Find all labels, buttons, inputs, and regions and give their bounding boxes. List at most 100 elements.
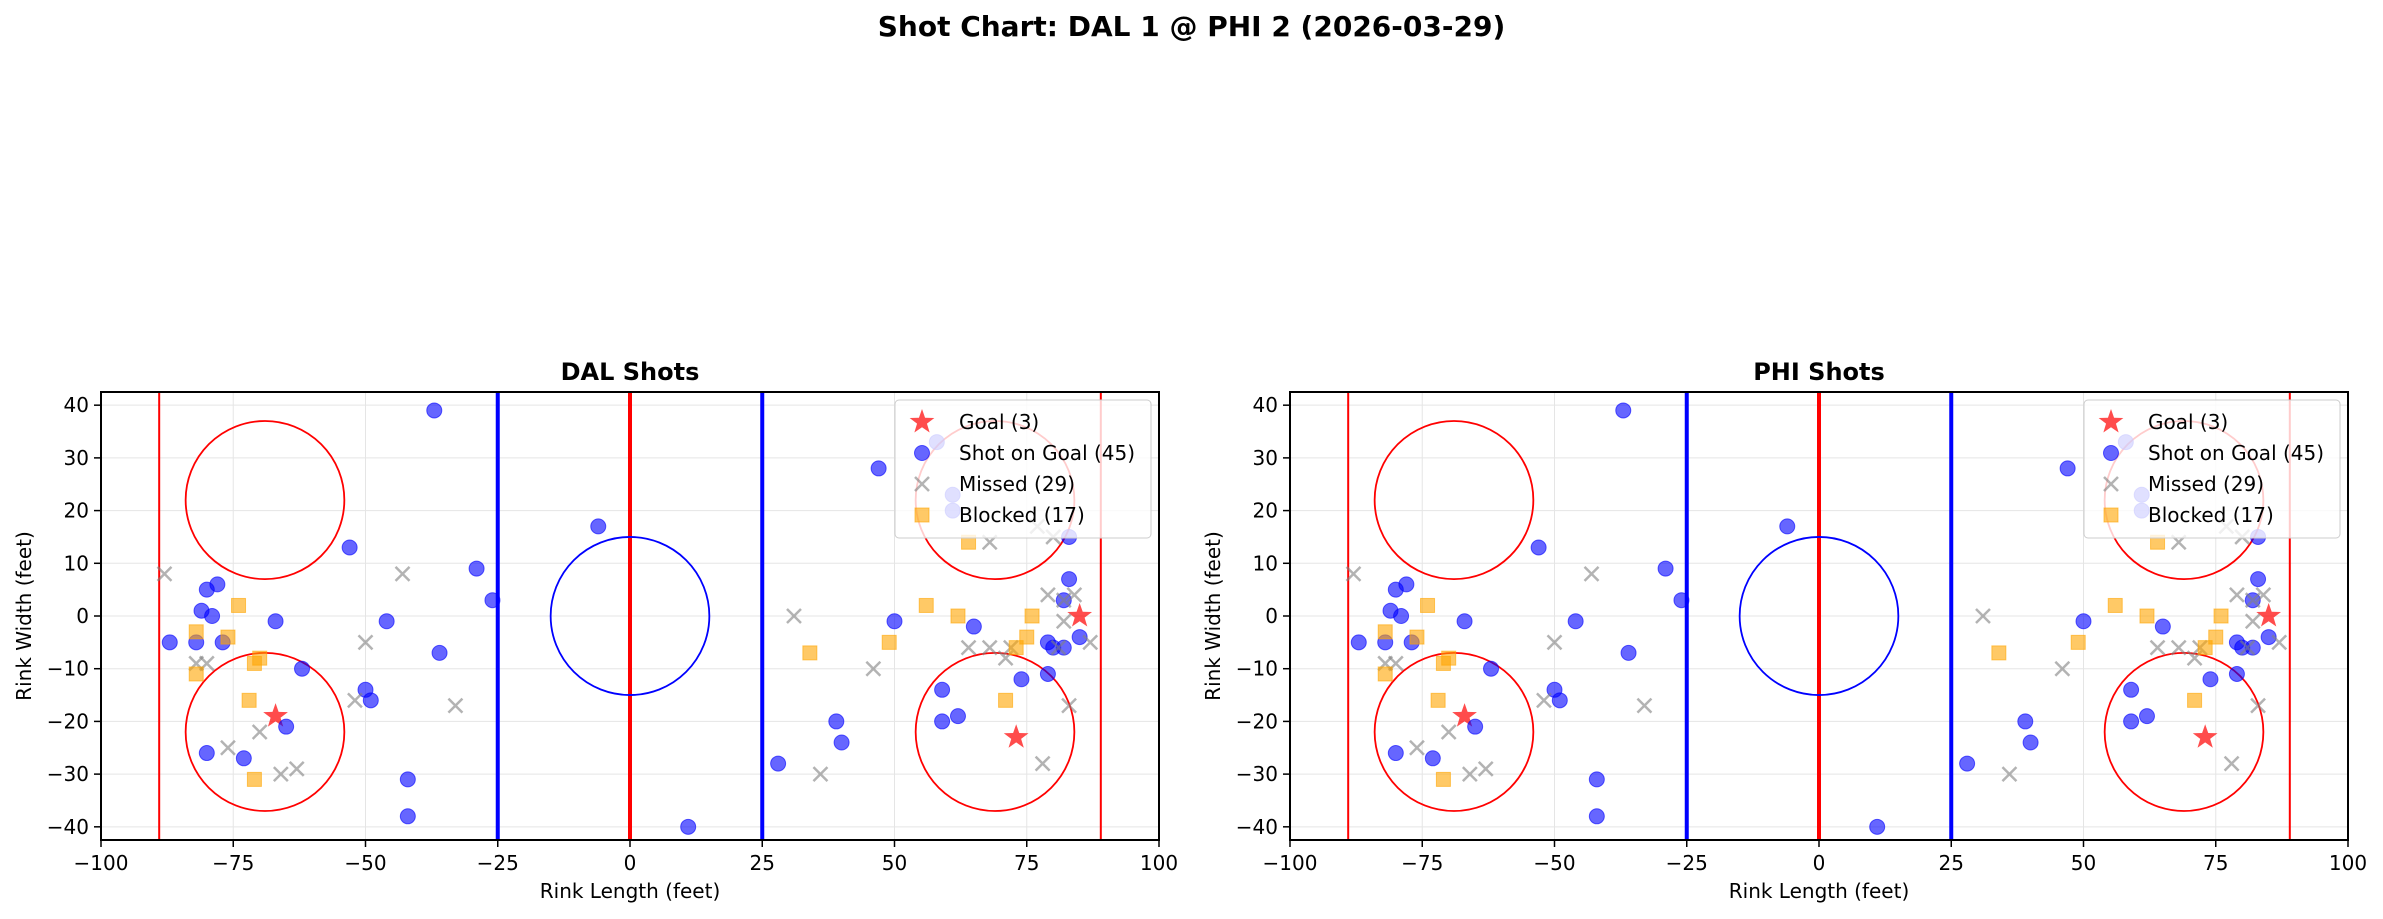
shot-on-goal-marker [2260, 629, 2277, 646]
shot-on-goal-marker [1398, 576, 1415, 593]
x-tick-label: −75 [1401, 851, 1443, 875]
y-tick-label: 40 [64, 393, 89, 417]
missed-marker [288, 760, 305, 777]
missed-marker [220, 739, 236, 756]
shot-on-goal-marker [2202, 671, 2219, 688]
shot-on-goal-marker [934, 713, 951, 730]
shot-on-goal-marker [949, 708, 966, 725]
shot-on-goal-marker [1483, 660, 1500, 677]
x-axis-label: Rink Length (feet) [1729, 879, 1910, 903]
blocked-marker [1409, 629, 1425, 645]
missed-marker [2054, 660, 2071, 677]
axes-title: DAL Shots [561, 358, 700, 386]
missed-marker [2244, 592, 2261, 609]
goal-marker [2192, 724, 2218, 748]
shot-on-goal-marker [1959, 755, 1976, 772]
x-tick-label: 25 [750, 851, 775, 875]
shot-on-goal-marker [1061, 571, 1078, 588]
missed-marker [447, 697, 464, 714]
shot-on-goal-marker [1350, 634, 1367, 651]
shot-on-goal-marker [1588, 808, 1605, 825]
y-tick-label: −10 [1236, 657, 1278, 681]
shot-on-goal-marker [1615, 402, 1632, 419]
missed-marker [1461, 766, 1478, 783]
missed-marker [156, 565, 173, 582]
missed-marker [2244, 613, 2261, 630]
shot-on-goal-marker [1567, 613, 1584, 630]
blocked-marker [2187, 692, 2203, 708]
missed-marker [2001, 766, 2018, 783]
y-axis-label: Rink Width (feet) [12, 531, 36, 701]
x-tick-label: −50 [1533, 851, 1575, 875]
shot-on-goal-marker [1071, 629, 1088, 646]
blocked-marker [241, 692, 257, 708]
missed-marker [812, 766, 829, 783]
shot-on-goal-marker [278, 718, 295, 735]
missed-marker [2271, 634, 2288, 651]
goal-marker [1452, 703, 1477, 727]
legend-marker [914, 445, 930, 461]
missed-marker [1055, 592, 1072, 609]
legend-marker [2098, 409, 2124, 433]
blocked-marker [188, 624, 204, 640]
goal-marker [1003, 724, 1029, 748]
missed-marker [2239, 639, 2256, 656]
chart-panel-0: −100 −75 −50 −25 0 25 50 75 100−40−30−20−1001020… [12, 358, 1178, 903]
legend-box [894, 399, 1152, 539]
x-tick-label: −25 [1666, 851, 1708, 875]
legend-label: Blocked (17) [959, 503, 1085, 527]
blocked-marker [1019, 629, 1035, 645]
x-tick-label: 25 [1939, 851, 1964, 875]
shot-on-goal-marker [1456, 613, 1473, 630]
legend-label: Shot on Goal (45) [959, 441, 1135, 465]
shot-on-goal-marker [886, 613, 903, 630]
shot-on-goal-marker [209, 576, 226, 593]
shot-on-goal-marker [1620, 644, 1637, 661]
blocked-marker [2139, 608, 2155, 624]
shot-on-goal-marker [2250, 571, 2267, 588]
y-tick-label: −10 [47, 657, 89, 681]
shot-on-goal-marker [1013, 671, 1030, 688]
missed-marker [1050, 639, 1067, 656]
missed-marker [272, 766, 289, 783]
missed-marker [1034, 755, 1051, 772]
legend-label: Goal (3) [959, 410, 1039, 434]
missed-marker [1440, 724, 1457, 740]
shot-on-goal-marker [934, 681, 951, 698]
x-tick-label: −75 [212, 851, 254, 875]
missed-marker [960, 639, 977, 656]
y-tick-label: 30 [64, 446, 89, 470]
blocked-marker [252, 650, 268, 666]
blocked-marker [220, 629, 236, 645]
shot-on-goal-marker [161, 634, 178, 651]
legend-label: Blocked (17) [2148, 503, 2274, 527]
shot-on-goal-marker [431, 644, 448, 661]
shot-on-goal-marker [1551, 692, 1568, 709]
blocked-marker [1377, 666, 1393, 682]
shot-on-goal-marker [1055, 639, 1072, 656]
x-tick-label: 75 [2203, 851, 2228, 875]
y-tick-label: 0 [1265, 604, 1278, 628]
shot-on-goal-marker [770, 755, 787, 772]
x-tick-label: 100 [2329, 851, 2367, 875]
missed-marker [1546, 634, 1563, 651]
y-tick-label: 30 [1253, 446, 1278, 470]
x-tick-label: 0 [624, 851, 637, 875]
x-tick-label: 50 [882, 851, 907, 875]
missed-marker [1409, 739, 1425, 756]
missed-marker [2170, 639, 2187, 656]
blocked-marker [1024, 608, 1040, 624]
y-tick-label: −20 [1236, 709, 1278, 733]
missed-marker [1536, 692, 1552, 709]
x-tick-label: −25 [477, 851, 519, 875]
shot-on-goal-marker [1657, 560, 1674, 577]
blocked-marker [998, 692, 1014, 708]
shot-on-goal-marker [2017, 713, 2034, 730]
shot-on-goal-marker [2138, 708, 2155, 725]
shot-on-goal-marker [965, 618, 982, 635]
missed-marker [2223, 755, 2240, 772]
blocked-marker [1441, 650, 1457, 666]
shot-on-goal-marker [362, 692, 379, 709]
legend-marker [2103, 445, 2119, 461]
shot-on-goal-marker [1467, 718, 1484, 735]
